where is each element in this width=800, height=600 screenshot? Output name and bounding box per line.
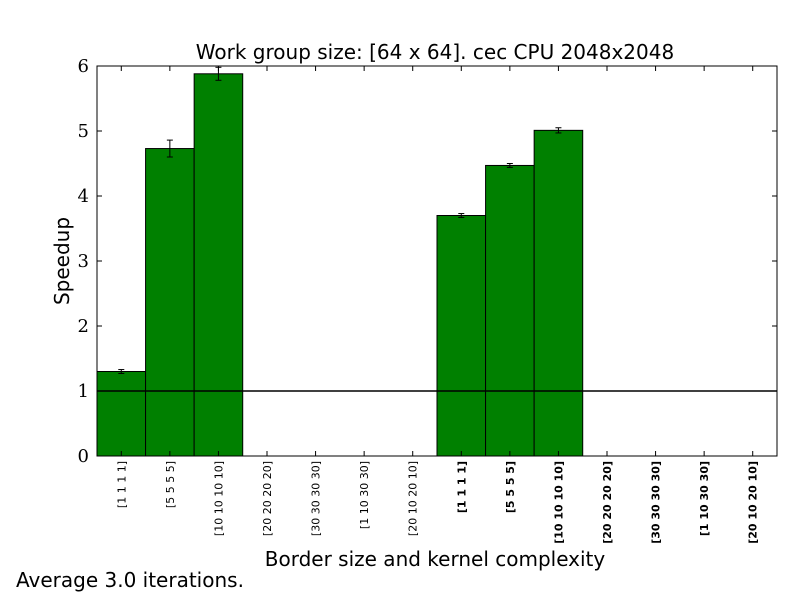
errorbar-1 (118, 369, 125, 374)
y-axis-label: Speedup (50, 217, 74, 305)
x-tick-label: [10 10 10 10] (552, 461, 565, 544)
bar-8 (436, 215, 487, 457)
errorbar-8 (458, 213, 465, 218)
x-tick-label: [20 20 20 20] (601, 461, 614, 544)
x-tick-label: [5 5 5 5] (164, 461, 177, 508)
x-tick-label: [1 1 1 1] (455, 461, 468, 513)
x-axis-label: Border size and kernel complexity (265, 547, 606, 571)
bar-9 (485, 164, 535, 457)
x-tick-label: [20 10 20 10] (407, 461, 420, 536)
x-tick-label: [30 30 30 30] (310, 461, 323, 536)
bar-10 (533, 129, 584, 457)
x-tick-label: [1 10 30 30] (698, 461, 711, 536)
y-tick-label: 4 (78, 186, 89, 207)
bars-group (96, 73, 584, 457)
y-tick-label: 3 (78, 251, 89, 272)
footnote: Average 3.0 iterations. (16, 568, 244, 592)
errorbars-group (118, 66, 562, 374)
y-tick-label: 1 (78, 381, 89, 402)
x-ticks-group: [1 1 1 1] [5 5 5 5] [10 10 10 10] [20 20 20… (115, 66, 760, 544)
x-tick-label: [20 20 20 20] (261, 461, 274, 536)
y-tick-label: 5 (78, 121, 89, 142)
x-tick-label: [30 30 30 30] (650, 461, 663, 544)
bar-2 (145, 148, 195, 457)
errorbar-9 (506, 163, 513, 168)
y-tick-label: 0 (78, 446, 89, 467)
bar-3 (193, 73, 244, 457)
bar-1 (96, 371, 147, 457)
x-tick-label: [20 10 20 10] (747, 461, 760, 544)
x-tick-label: [5 5 5 5] (504, 461, 517, 513)
chart-title: Work group size: [64 x 64]. cec CPU 2048… (196, 40, 674, 64)
y-tick-label: 6 (78, 56, 89, 77)
y-tick-label: 2 (78, 316, 89, 337)
y-ticks-group: 0 1 2 3 4 5 6 (78, 56, 777, 467)
x-tick-label: [1 10 30 30] (358, 461, 371, 529)
errorbar-2 (166, 139, 173, 158)
x-tick-label: [1 1 1 1] (115, 461, 128, 508)
errorbar-10 (555, 127, 562, 134)
x-tick-label: [10 10 10 10] (212, 461, 225, 536)
